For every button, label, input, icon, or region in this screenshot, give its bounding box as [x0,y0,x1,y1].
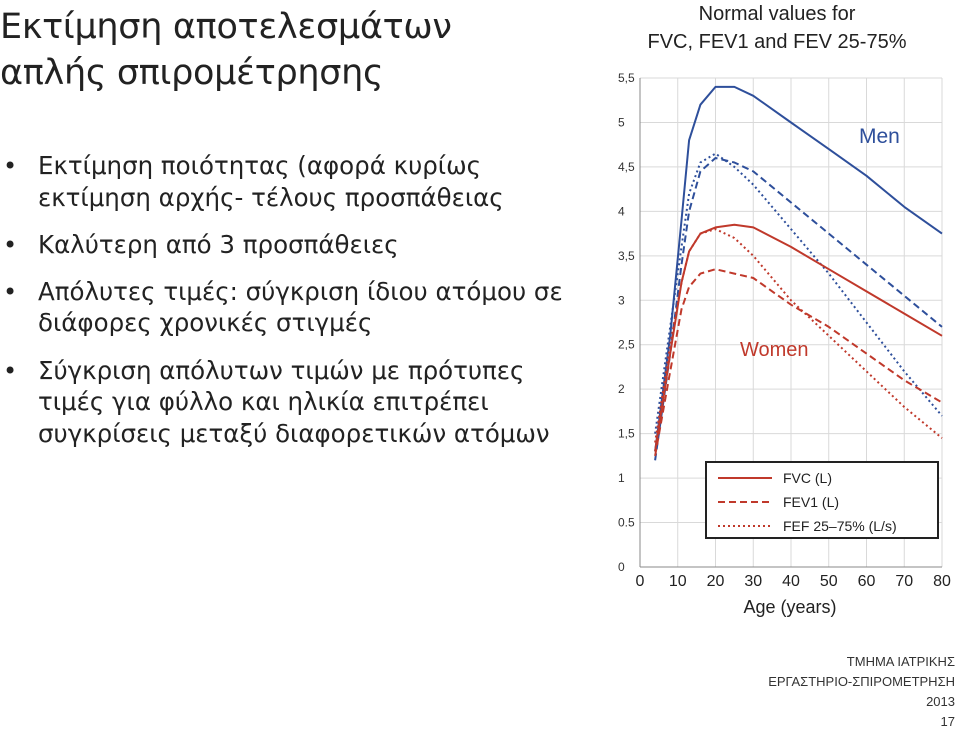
legend-label: FEV1 (L) [783,494,839,510]
y-tick-label: 5 [618,115,625,129]
bullet-item: • Καλύτερη από 3 προσπάθειες [0,229,595,261]
legend-label: FEF 25–75% (L/s) [783,518,897,534]
men-dotted-series-line [654,152,943,434]
x-tick-label: 30 [744,573,762,590]
slide-title-line-2: απλής σπιρομέτρησης [0,53,384,93]
bullet-item: • Σύγκριση απόλυτων τιμών με πρότυπες τιμ… [0,355,595,450]
women-dashed-series-line [654,268,943,457]
y-tick-label: 3,5 [618,249,635,263]
y-tick-label: 3 [618,293,625,307]
bullet-marker: • [3,152,18,180]
x-tick-label: 80 [933,573,951,590]
x-tick-label: 40 [782,573,800,590]
bullet-list: • Εκτίμηση ποιότητας (αφορά κυρίως εκτίμη… [0,150,595,465]
x-tick-label: 20 [707,573,725,590]
bullet-text: Καλύτερη από 3 προσπάθειες [38,230,399,259]
women-dotted-series-line [654,228,943,443]
spirometry-normal-values-chart: 0 0.5 1 1,5 2 2,5 3 3,5 4 4,5 5 5,5 0 10 20 30 40 50 60 70 8… [618,71,951,617]
x-tick-label: 60 [858,573,876,590]
y-tick-label: 1 [618,471,625,485]
annotation-men: Men [859,125,900,148]
chart-title: Normal values for FVC, FEV1 and FEV 25-7… [612,0,942,56]
slide-title: Εκτίμηση αποτελεσμάτων απλής σπιρομέτρησ… [0,4,600,96]
x-tick-label: 0 [636,573,645,590]
y-tick-label: 5,5 [618,71,635,85]
x-tick-label: 70 [895,573,913,590]
footer-lab: ΕΡΓΑΣΤΗΡΙΟ-ΣΠΙΡΟΜΕΤΡΗΣΗ [768,674,955,689]
legend-label: FVC (L) [783,470,832,486]
men-dashed-series-line [654,157,943,461]
x-axis-label: Age (years) [743,597,836,617]
y-tick-label: 2 [618,382,625,396]
annotation-women: Women [740,339,809,361]
bullet-text: Απόλυτες τιμές: σύγκριση ίδιου ατόμου σε… [38,276,563,338]
bullet-marker: • [3,277,18,306]
footer-year: 2013 [926,694,955,709]
men-solid-series-line [654,85,943,452]
bullet-marker: • [3,231,18,259]
footer-department: ΤΜΗΜΑ ΙΑΤΡΙΚΗΣ [846,654,955,669]
chart-title-line-1: Normal values for [698,3,856,25]
slide-title-line-1: Εκτίμηση αποτελεσμάτων [0,7,452,47]
y-tick-label: 1,5 [618,427,635,441]
slide-footer: ΤΜΗΜΑ ΙΑΤΡΙΚΗΣ ΕΡΓΑΣΤΗΡΙΟ-ΣΠΙΡΟΜΕΤΡΗΣΗ 2… [768,652,955,732]
bullet-text: Εκτίμηση ποιότητας (αφορά κυρίως εκτίμησ… [38,151,504,212]
page-number: 17 [940,714,955,729]
women-solid-series-line [654,223,943,452]
y-tick-label: 2,5 [618,338,635,352]
x-tick-label: 50 [820,573,838,590]
y-tick-label: 0 [618,560,625,574]
bullet-text: Σύγκριση απόλυτων τιμών με πρότυπες τιμέ… [38,355,550,448]
y-tick-label: 4 [618,204,625,218]
bullet-item: • Απόλυτες τιμές: σύγκριση ίδιου ατόμου σ… [0,276,595,339]
x-tick-label: 10 [669,573,687,590]
bullet-marker: • [3,356,18,385]
chart-title-line-2: FVC, FEV1 and FEV 25-75% [647,31,907,53]
y-tick-label: 4,5 [618,160,635,174]
bullet-item: • Εκτίμηση ποιότητας (αφορά κυρίως εκτίμη… [0,150,595,213]
y-tick-label: 0.5 [618,516,635,530]
